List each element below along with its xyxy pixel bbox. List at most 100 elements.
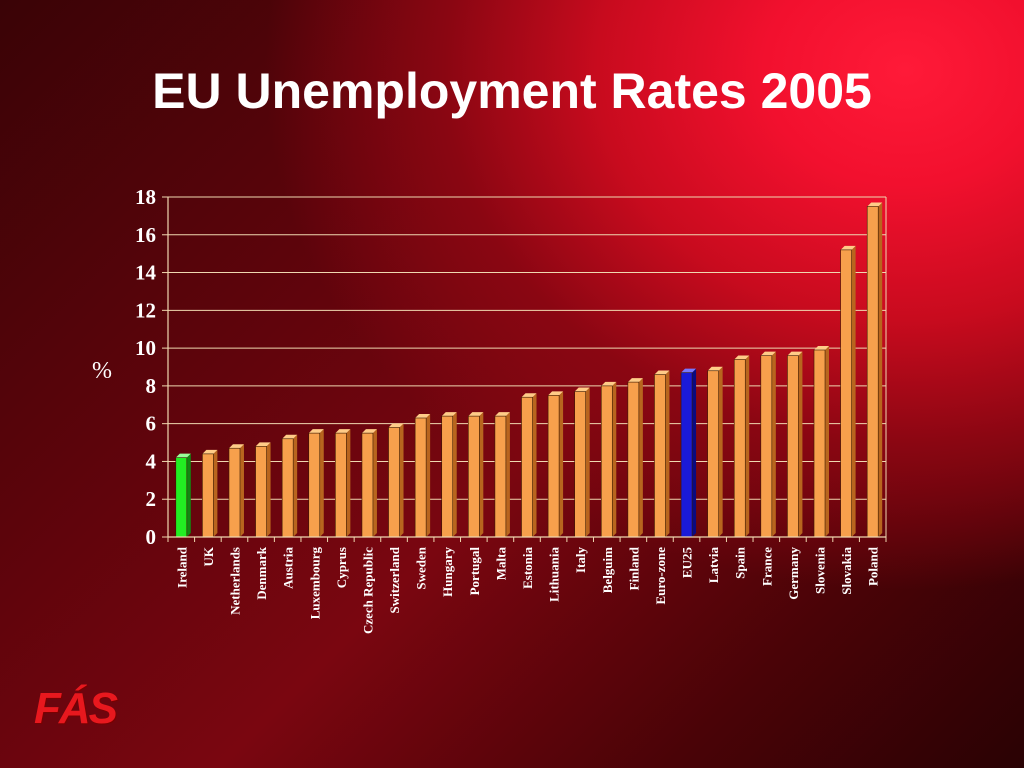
x-category-label: UK: [201, 546, 216, 566]
bars: [175, 202, 883, 538]
bar-side: [718, 366, 723, 537]
x-category-label: Belguim: [600, 547, 615, 593]
x-category-label: Portugal: [467, 547, 482, 596]
bar-top: [707, 366, 723, 371]
x-category-label: Euro-zone: [653, 547, 668, 605]
y-tick-label: 2: [146, 487, 157, 511]
bar-front: [787, 355, 799, 538]
bar-top: [760, 351, 776, 356]
bar-latvia: [707, 366, 723, 538]
bar-side: [266, 442, 271, 537]
bar-denmark: [255, 442, 271, 538]
bar-top: [734, 355, 750, 360]
bar-finland: [627, 378, 643, 538]
bar-front: [175, 457, 188, 538]
bar-side: [585, 387, 590, 537]
bar-side: [825, 346, 830, 537]
bar-side: [479, 412, 484, 537]
bar-front: [388, 427, 400, 538]
bar-top: [388, 423, 404, 428]
bar-switzerland: [388, 423, 404, 538]
y-tick-label: 14: [135, 261, 157, 285]
bar-luxembourg: [308, 429, 324, 538]
bar-top: [175, 453, 191, 458]
bar-front: [627, 381, 640, 538]
bar-side: [612, 381, 617, 537]
bar-germany: [787, 351, 803, 538]
y-tick-label: 8: [146, 374, 157, 398]
bar-top: [787, 351, 803, 356]
bar-side: [771, 351, 776, 537]
bar-front: [600, 385, 613, 538]
bar-top: [521, 393, 537, 398]
bar-top: [282, 434, 298, 439]
y-axis-label: %: [92, 358, 112, 384]
x-category-label: Ireland: [174, 546, 189, 588]
x-category-label: Slovakia: [839, 547, 854, 595]
x-category-label: Cyprus: [334, 547, 349, 588]
bar-sweden: [414, 414, 431, 538]
bar-side: [505, 412, 510, 537]
bar-top: [867, 202, 883, 207]
bar-side: [372, 429, 377, 537]
bar-front: [414, 417, 427, 538]
bar-front: [680, 372, 693, 538]
bar-slovakia: [840, 245, 856, 538]
bar-front: [335, 432, 347, 538]
y-tick-labels: 0 2 4 6 8 10 12 14 16 18: [135, 185, 157, 549]
fas-logo: FÁS: [34, 684, 118, 733]
bar-front: [654, 374, 666, 538]
bar-top: [574, 387, 590, 392]
bar-side: [213, 449, 218, 537]
x-category-label: Denmark: [254, 546, 269, 599]
bar-cyprus: [335, 429, 351, 538]
bar-top: [468, 412, 484, 417]
axes: [167, 197, 887, 542]
bar-front: [813, 349, 826, 538]
bar-front: [494, 415, 507, 538]
bar-austria: [281, 434, 298, 538]
bar-side: [559, 391, 564, 537]
bar-top: [361, 429, 377, 434]
bar-hungary: [441, 412, 457, 538]
bar-top: [202, 449, 218, 454]
bar-side: [186, 453, 191, 537]
bar-euro-zone: [654, 370, 670, 538]
bar-side: [851, 245, 856, 537]
bar-side: [426, 414, 431, 537]
bar-side: [692, 368, 697, 537]
bar-side: [293, 434, 298, 537]
y-tick-label: 12: [135, 298, 156, 322]
bar-front: [281, 438, 294, 538]
bar-side: [532, 393, 537, 537]
bar-poland: [866, 202, 883, 538]
bar-top: [335, 429, 351, 434]
bar-czech-republic: [361, 429, 377, 538]
bar-front: [866, 206, 879, 538]
x-category-label: Austria: [281, 547, 296, 589]
bar-top: [548, 391, 564, 396]
bar-top: [681, 368, 697, 373]
x-category-label: Malta: [493, 547, 508, 581]
x-category-label: Switzerland: [387, 546, 402, 613]
y-tick-label: 18: [135, 185, 156, 209]
bar-front: [468, 415, 480, 538]
y-tick-label: 10: [135, 336, 156, 360]
bar-belguim: [600, 381, 617, 538]
bar-top: [840, 245, 856, 250]
x-category-label: Luxembourg: [307, 547, 322, 620]
bar-netherlands: [228, 444, 244, 538]
bar-side: [399, 423, 404, 537]
bar-top: [228, 444, 244, 449]
x-category-label: Hungary: [440, 547, 455, 597]
slide-title: EU Unemployment Rates 2005: [152, 63, 872, 119]
bar-side: [346, 429, 351, 537]
bar-top: [308, 429, 324, 434]
bar-top: [601, 381, 617, 386]
bar-uk: [202, 449, 218, 538]
bar-front: [760, 355, 773, 538]
bar-side: [638, 378, 643, 537]
bar-side: [319, 429, 324, 537]
x-category-label: Estonia: [520, 547, 535, 589]
x-category-labels: Ireland UK Netherlands Denmark Austria Luxemb…: [174, 546, 880, 634]
